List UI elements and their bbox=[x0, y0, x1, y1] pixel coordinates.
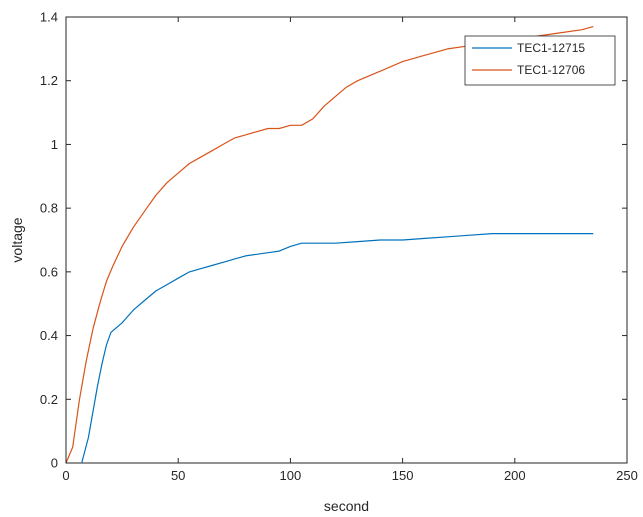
y-tick-label: 0.2 bbox=[40, 392, 58, 407]
y-tick-label: 0 bbox=[51, 456, 58, 471]
x-tick-label: 250 bbox=[616, 468, 638, 483]
legend-label-tec1-12706: TEC1-12706 bbox=[517, 63, 585, 77]
legend-box bbox=[464, 35, 616, 86]
x-axis-label: second bbox=[324, 498, 369, 514]
y-axis-label: voltage bbox=[9, 217, 25, 262]
y-tick-label: 0.8 bbox=[40, 201, 58, 216]
x-tick-label: 0 bbox=[62, 468, 69, 483]
y-tick-label: 1.4 bbox=[40, 10, 58, 25]
plot-area bbox=[65, 16, 628, 464]
x-tick-label: 50 bbox=[171, 468, 185, 483]
y-tick-label: 0.6 bbox=[40, 264, 58, 279]
x-tick-label: 100 bbox=[280, 468, 302, 483]
x-tick-label: 150 bbox=[392, 468, 414, 483]
series-layer bbox=[65, 26, 594, 464]
legend: TEC1-12715 TEC1-12706 bbox=[464, 35, 616, 86]
x-tick-label: 200 bbox=[504, 468, 526, 483]
legend-label-tec1-12715: TEC1-12715 bbox=[517, 41, 585, 55]
y-tick-label: 1.2 bbox=[40, 73, 58, 88]
y-tick-label: 1 bbox=[51, 137, 58, 152]
series-line-tec1-12706 bbox=[65, 26, 594, 464]
ticks-layer: 0 50 100 150 200 250 0 0.2 0.4 0.6 0.8 1 1.2 1.4 bbox=[40, 10, 638, 484]
y-tick-label: 0.4 bbox=[40, 328, 58, 343]
series-line-tec1-12715 bbox=[81, 233, 594, 464]
